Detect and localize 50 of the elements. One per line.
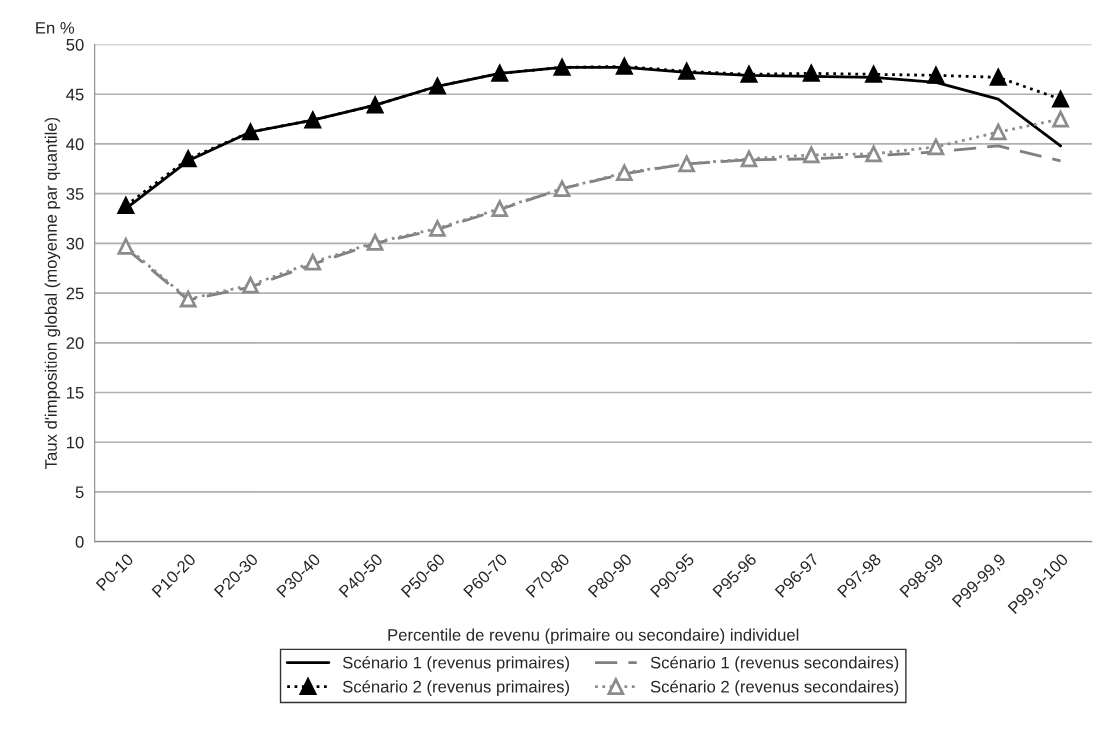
point	[989, 123, 1007, 141]
point	[553, 59, 571, 76]
point	[802, 146, 820, 164]
point	[179, 290, 197, 308]
y-tick-label: 20	[66, 337, 84, 350]
point	[740, 66, 758, 83]
point	[117, 238, 135, 255]
legend-label: Scénario 1 (revenus primaires)	[342, 656, 570, 672]
y-tick-label: 40	[66, 138, 84, 151]
point	[429, 77, 446, 95]
point	[304, 111, 322, 129]
point	[242, 276, 259, 294]
point	[802, 65, 820, 82]
text: En %	[36, 22, 75, 34]
point	[117, 197, 135, 214]
point	[366, 96, 384, 114]
point	[242, 123, 259, 141]
point	[366, 234, 384, 251]
y-tick-label: 50	[66, 38, 84, 51]
point	[740, 150, 758, 168]
point	[616, 58, 633, 75]
point	[678, 63, 696, 80]
y-tick-label: 45	[66, 88, 84, 101]
y-tick-label: 15	[67, 387, 84, 399]
point	[304, 253, 322, 271]
point	[927, 67, 945, 84]
y-tick-label: 30	[66, 237, 84, 250]
point	[865, 66, 882, 83]
point	[1052, 90, 1069, 108]
legend-label: Scénario 1 (revenus secondaires)	[650, 656, 899, 672]
point	[491, 200, 509, 217]
point	[989, 69, 1007, 86]
point	[553, 180, 571, 198]
point	[1052, 110, 1069, 128]
point	[429, 220, 446, 237]
point	[678, 155, 696, 173]
y-tick-label: 0	[75, 536, 84, 548]
x-axis-title: Percentile de revenu (primaire ou secondaire) individuel	[388, 628, 799, 645]
point	[179, 150, 197, 168]
point	[865, 145, 882, 163]
legend-label: Scénario 2 (revenus primaires)	[342, 680, 570, 696]
point	[491, 65, 509, 82]
point	[616, 164, 633, 182]
y-tick-label: 35	[66, 188, 84, 200]
legend-label: Scénario 2 (revenus secondaires)	[650, 680, 899, 696]
point	[927, 138, 945, 156]
y-tick-label: 25	[66, 287, 84, 300]
y-tick-label: 5	[75, 486, 84, 499]
y-tick-label: 10	[67, 436, 84, 449]
y-axis-title: Taux d'imposition global (moyenne par quantile)	[44, 117, 61, 469]
